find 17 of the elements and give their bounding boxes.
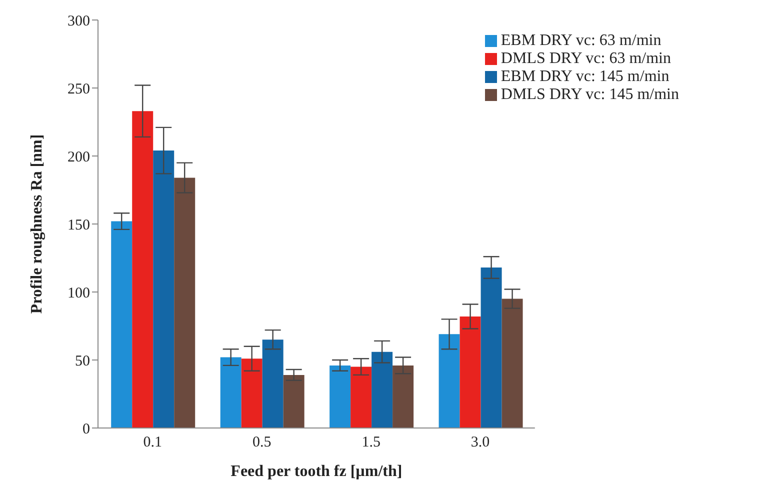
x-tick-label: 0.5: [252, 434, 272, 451]
y-tick-label: 0: [82, 421, 90, 438]
x-tick-label: 1.5: [362, 434, 380, 451]
legend-label: EBM DRY vc: 145 m/min: [500, 68, 670, 85]
y-tick-label: 200: [68, 149, 90, 166]
y-tick-label: 50: [75, 353, 90, 370]
legend-label: EBM DRY vc: 63 m/min: [500, 32, 662, 49]
x-tick-label: 0.1: [143, 434, 162, 451]
legend-label: DMLS DRY vc: 63 m/min: [500, 50, 671, 67]
y-tick-label: 150: [68, 217, 90, 234]
y-tick-label: 250: [68, 81, 90, 98]
y-tick-label: 100: [68, 285, 90, 302]
x-axis-title: Feed per tooth fz [µm/th]: [230, 463, 402, 480]
legend-label: DMLS DRY vc: 145 m/min: [500, 86, 679, 103]
y-tick-label: 300: [68, 13, 90, 30]
x-tick-label: 3.0: [470, 434, 490, 451]
y-axis-title: Profile roughness Ra [nm]: [28, 134, 46, 314]
